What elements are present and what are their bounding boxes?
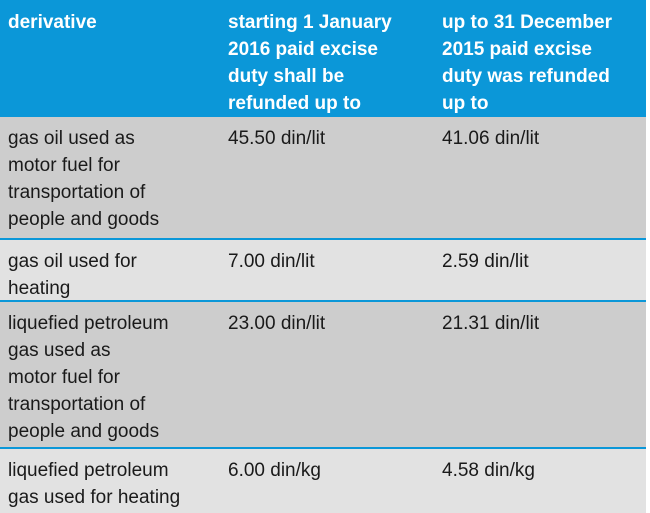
cell-derivative: liquefied petroleum gas used as motor fu… xyxy=(8,313,169,442)
header-cell-refund-2015: up to 31 December 2015 paid excise duty … xyxy=(442,12,612,114)
cell-derivative: gas oil used as motor fuel for transport… xyxy=(8,128,160,230)
table-row: gas oil used for heating 7.00 din/lit 2.… xyxy=(0,240,646,302)
cell-derivative: gas oil used for heating xyxy=(8,251,137,299)
cell-rate-2016: 6.00 din/kg xyxy=(228,460,321,481)
table-row: gas oil used as motor fuel for transport… xyxy=(0,117,646,240)
header-cell-derivative: derivative xyxy=(8,12,97,33)
table-header-row: derivative starting 1 January 2016 paid … xyxy=(0,0,646,117)
cell-rate-2016: 7.00 din/lit xyxy=(228,251,315,272)
header-cell-refund-2016: starting 1 January 2016 paid excise duty… xyxy=(228,12,392,114)
cell-rate-2015: 4.58 din/kg xyxy=(442,460,535,481)
cell-rate-2016: 45.50 din/lit xyxy=(228,128,326,149)
table-row: liquefied petroleum gas used as motor fu… xyxy=(0,302,646,449)
cell-rate-2016: 23.00 din/lit xyxy=(228,313,326,334)
cell-rate-2015: 21.31 din/lit xyxy=(442,313,540,334)
cell-rate-2015: 2.59 din/lit xyxy=(442,251,529,272)
table-row: liquefied petroleum gas used for heating… xyxy=(0,449,646,513)
cell-derivative: liquefied petroleum gas used for heating xyxy=(8,460,181,508)
cell-rate-2015: 41.06 din/lit xyxy=(442,128,540,149)
